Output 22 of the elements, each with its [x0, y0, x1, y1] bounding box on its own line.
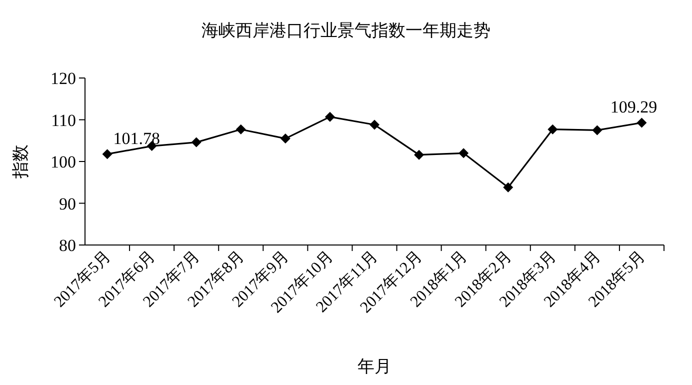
data-label: 109.29	[610, 98, 658, 117]
point	[370, 120, 380, 130]
y-tick-label: 110	[51, 110, 76, 130]
point	[280, 134, 290, 144]
x-axis-title: 年月	[358, 357, 392, 376]
y-tick-label: 80	[59, 236, 76, 255]
y-tick-label: 100	[50, 152, 76, 172]
y-tick-label: 90	[59, 194, 76, 214]
y-tick-label: 120	[50, 69, 76, 88]
point	[236, 124, 246, 134]
point	[414, 150, 424, 160]
point	[636, 118, 647, 128]
point	[102, 149, 112, 160]
data-label: 101.78	[113, 129, 160, 148]
point	[592, 125, 602, 136]
point	[548, 124, 558, 134]
chart-title: 海峡西岸港口行业景气指数一年期走势	[202, 21, 490, 40]
point	[191, 137, 202, 148]
point	[324, 112, 335, 122]
point	[503, 182, 514, 192]
y-axis-title: 指数	[11, 144, 30, 180]
point	[458, 148, 469, 158]
